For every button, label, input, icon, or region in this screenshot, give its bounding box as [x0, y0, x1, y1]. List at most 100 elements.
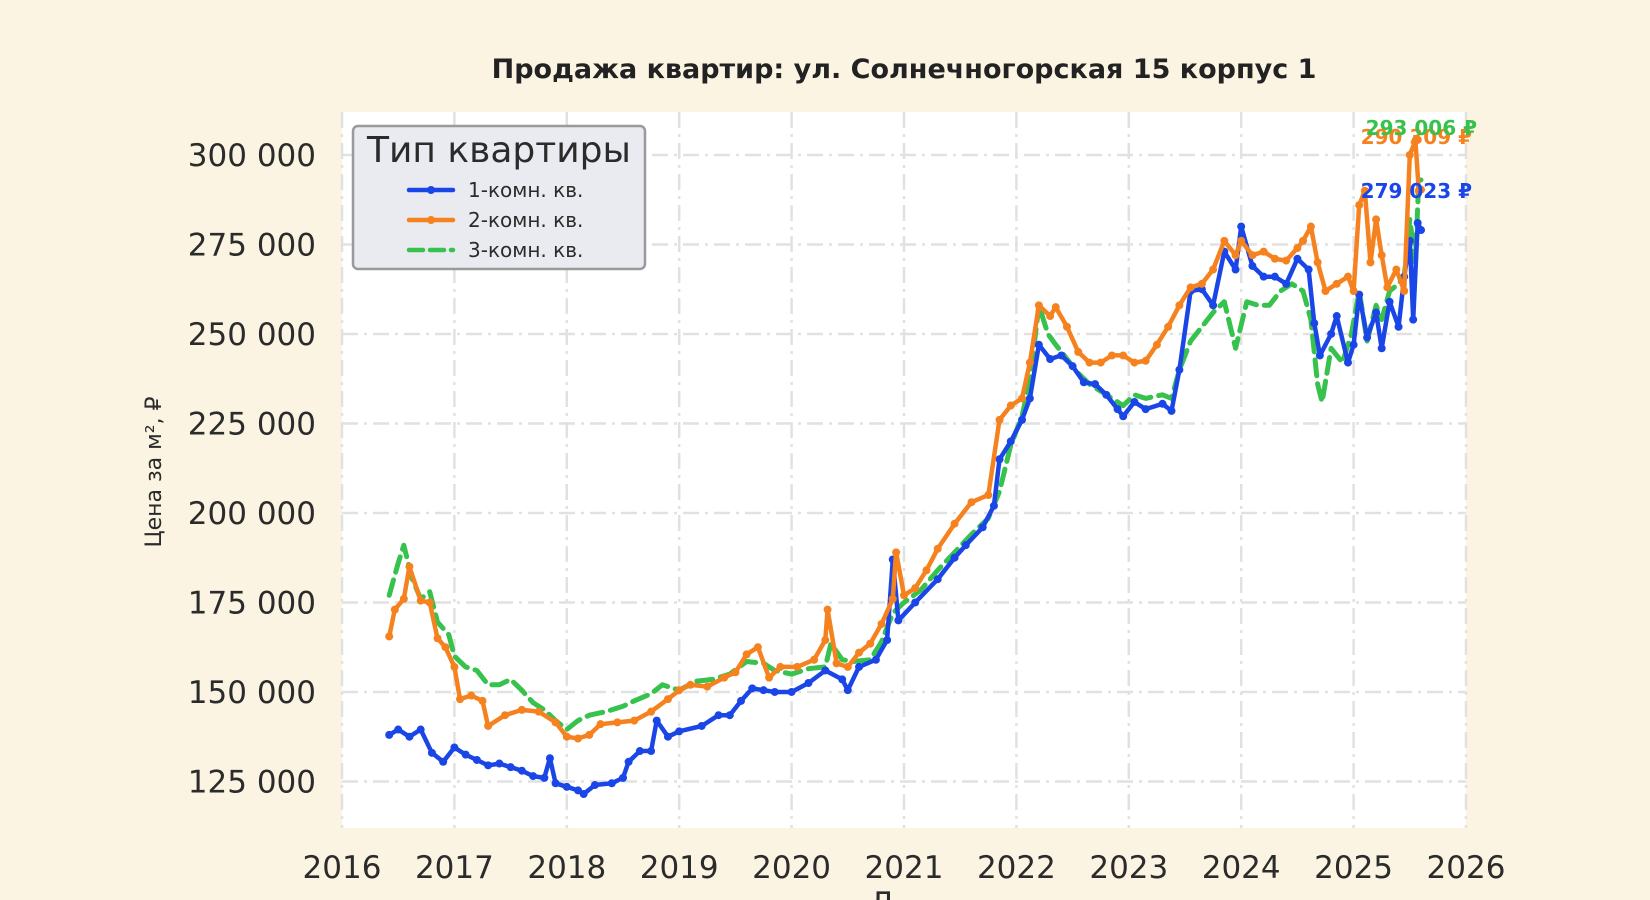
data-point — [441, 643, 450, 652]
data-point — [894, 616, 903, 625]
data-point — [495, 759, 504, 768]
data-point — [517, 705, 526, 714]
data-point — [1313, 258, 1322, 267]
data-point — [534, 707, 543, 716]
data-point — [590, 781, 599, 790]
data-point — [613, 718, 622, 727]
data-point — [1130, 397, 1139, 406]
data-point — [911, 598, 920, 607]
data-point — [1417, 226, 1426, 235]
data-point — [1231, 265, 1240, 274]
data-point — [596, 720, 605, 729]
end-value-label: 279 023 ₽ — [1361, 179, 1472, 203]
data-point — [675, 686, 684, 695]
data-point — [1293, 254, 1302, 263]
data-point — [1413, 218, 1422, 227]
data-point — [731, 668, 740, 677]
data-point — [933, 544, 942, 553]
data-point — [855, 662, 864, 671]
chart-title: Продажа квартир: ул. Солнечногорская 15 … — [492, 54, 1317, 85]
legend-box — [351, 124, 647, 271]
data-point — [472, 755, 481, 764]
data-point — [703, 682, 712, 691]
data-point — [624, 757, 633, 766]
data-point — [1074, 347, 1083, 356]
data-point — [433, 634, 442, 643]
data-point — [1167, 406, 1176, 415]
data-point — [1282, 279, 1291, 288]
data-point — [585, 730, 594, 739]
data-point — [1411, 136, 1420, 145]
data-point — [1306, 222, 1315, 231]
legend-entry-label: 1-комн. кв. — [468, 178, 583, 202]
data-point — [855, 648, 864, 657]
data-point — [1270, 272, 1279, 281]
y-tick-label: 150 000 — [188, 675, 316, 711]
data-point — [1186, 283, 1195, 292]
x-tick-label: 2022 — [977, 850, 1056, 886]
data-point — [1102, 390, 1111, 399]
data-point — [540, 773, 549, 782]
data-point — [1141, 356, 1150, 365]
data-point — [1175, 301, 1184, 310]
data-point — [562, 782, 571, 791]
data-point — [1400, 287, 1409, 295]
data-point — [484, 761, 493, 770]
data-point — [843, 686, 852, 695]
data-point — [574, 734, 583, 743]
data-point — [1057, 351, 1066, 360]
x-tick-label: 2019 — [640, 850, 719, 886]
y-tick-label: 225 000 — [188, 406, 316, 442]
data-point — [1018, 415, 1027, 424]
data-point — [1209, 301, 1218, 310]
x-tick-label: 2016 — [303, 850, 382, 886]
data-point — [1248, 261, 1257, 270]
data-point — [416, 596, 425, 605]
data-point — [686, 680, 695, 689]
data-point — [1377, 251, 1386, 260]
data-point — [663, 695, 672, 704]
data-point — [922, 566, 931, 575]
data-point — [1231, 251, 1240, 260]
legend: Тип квартиры 1-комн. кв. 2-комн. кв. 3-ком… — [351, 124, 647, 271]
data-point — [950, 553, 959, 562]
data-point — [439, 757, 448, 766]
data-point — [742, 650, 751, 659]
data-point — [714, 711, 723, 720]
data-point — [984, 491, 993, 500]
data-point — [1091, 380, 1100, 389]
data-point — [545, 754, 554, 763]
data-point — [877, 619, 886, 628]
data-point — [1119, 412, 1128, 421]
data-point — [1220, 236, 1229, 245]
y-axis-label: Цена за м², ₽ — [142, 396, 167, 547]
data-point — [1152, 340, 1161, 349]
data-point — [759, 686, 768, 695]
data-point — [425, 598, 434, 607]
data-point — [900, 591, 908, 600]
data-point — [725, 711, 734, 720]
data-point — [821, 636, 830, 645]
data-point — [1141, 405, 1150, 414]
data-point — [967, 498, 976, 507]
data-point — [1034, 340, 1043, 349]
data-point — [950, 519, 959, 528]
data-point — [1315, 351, 1324, 360]
data-point — [1237, 236, 1246, 245]
data-point — [1096, 358, 1105, 367]
x-tick-label: 2024 — [1202, 850, 1281, 886]
data-point — [1248, 251, 1257, 260]
data-point — [484, 721, 493, 730]
data-point — [1006, 437, 1015, 446]
series-line-2 — [386, 138, 1424, 741]
data-point — [1372, 308, 1381, 317]
data-point — [663, 732, 672, 741]
data-point — [1343, 272, 1352, 281]
data-point — [1025, 358, 1034, 367]
data-point — [1237, 222, 1246, 231]
data-point — [405, 562, 414, 571]
data-point — [1332, 279, 1341, 288]
data-point — [405, 732, 414, 741]
data-point — [933, 575, 942, 584]
data-point — [1113, 405, 1122, 414]
